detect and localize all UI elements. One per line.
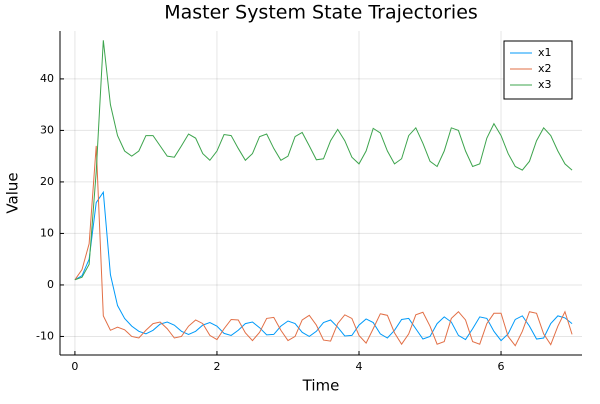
y-tick-label: 40: [40, 72, 54, 85]
y-tick-label: 30: [40, 123, 54, 136]
x-axis-label: Time: [302, 377, 340, 395]
x-tick-label: 4: [355, 360, 362, 373]
legend-label: x3: [538, 78, 552, 91]
y-tick-label: 0: [47, 278, 54, 291]
x-tick-label: 0: [71, 360, 78, 373]
line-series: [74, 145, 573, 347]
x-tick-label: 6: [498, 360, 505, 373]
legend-box: [503, 40, 573, 100]
line-series: [74, 40, 573, 281]
y-axis-label: Value: [4, 172, 22, 213]
y-tick-label: 20: [40, 175, 54, 188]
y-tick-label: 10: [40, 226, 54, 239]
y-tick-label: -10: [36, 329, 54, 342]
legend-label: x2: [538, 62, 552, 75]
line-series: [74, 190, 573, 342]
chart-title: Master System State Trajectories: [164, 2, 478, 24]
x-tick-label: 2: [213, 360, 220, 373]
legend-label: x1: [538, 46, 552, 59]
